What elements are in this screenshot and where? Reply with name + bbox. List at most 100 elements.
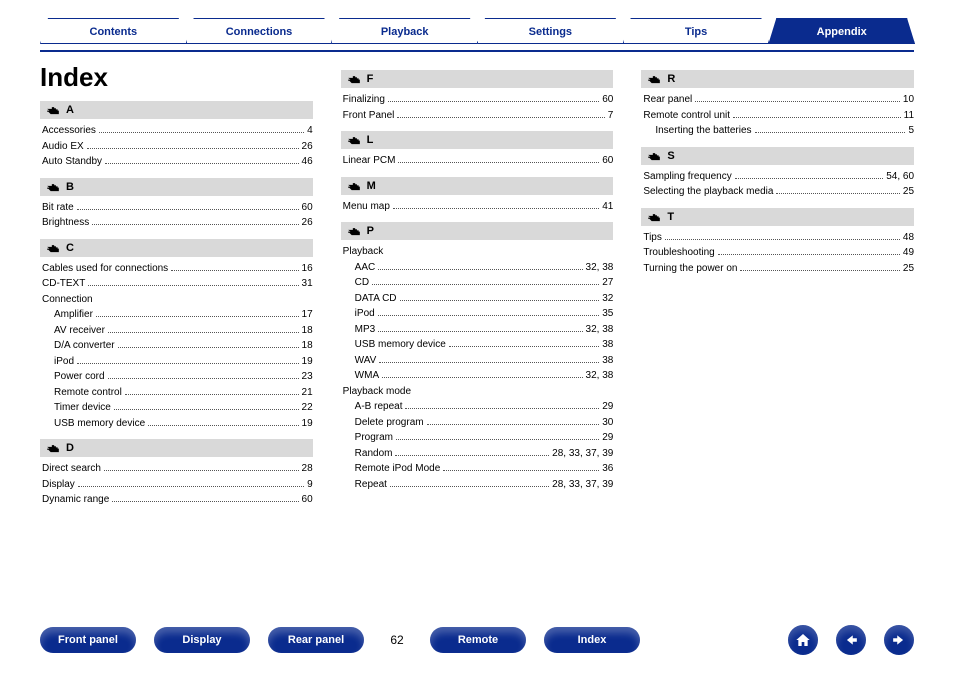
section-letter: M [367,180,376,192]
index-entry-page: 26 [302,139,313,155]
tab-settings[interactable]: Settings [477,18,624,44]
index-entry[interactable]: Cables used for connections16 [40,261,313,277]
leader-dots [378,269,582,270]
section-letter: C [66,242,74,254]
index-entry[interactable]: Remote control unit11 [641,108,914,124]
index-entry[interactable]: Turning the power on25 [641,261,914,277]
index-entry[interactable]: Bit rate60 [40,200,313,216]
index-entry[interactable]: Remote iPod Mode36 [341,461,614,477]
tab-playback[interactable]: Playback [331,18,478,44]
tab-appendix[interactable]: Appendix [768,18,915,44]
index-section-b: B [40,178,313,196]
index-button[interactable]: Index [544,627,640,653]
index-entry[interactable]: Dynamic range60 [40,492,313,508]
front-panel-button[interactable]: Front panel [40,627,136,653]
index-entry[interactable]: CD27 [341,275,614,291]
pointer-icon [46,242,60,254]
index-entry[interactable]: WMA 32, 38 [341,368,614,384]
index-entry[interactable]: AAC32, 38 [341,260,614,276]
arrow-right-icon [892,633,906,647]
rear-panel-button[interactable]: Rear panel [268,627,364,653]
index-entry-page: 23 [302,369,313,385]
leader-dots [379,362,599,363]
index-entry[interactable]: Timer device22 [40,400,313,416]
index-entry[interactable]: Program29 [341,430,614,446]
index-entry[interactable]: Remote control21 [40,385,313,401]
index-entry[interactable]: Delete program30 [341,415,614,431]
leader-dots [372,284,599,285]
index-entry[interactable]: Repeat28, 33, 37, 39 [341,477,614,493]
index-entry-label: Auto Standby [42,154,102,170]
index-entry[interactable]: CD-TEXT31 [40,276,313,292]
section-letter: F [367,73,374,85]
index-entry-label: Amplifier [54,307,93,323]
index-entry[interactable]: Troubleshooting49 [641,245,914,261]
index-entry-label: USB memory device [54,416,145,432]
index-entry-page: 19 [302,354,313,370]
index-entry[interactable]: Rear panel10 [641,92,914,108]
index-entry-label: Remote control [54,385,122,401]
index-entry-label: USB memory device [355,337,446,353]
index-entry[interactable]: Auto Standby46 [40,154,313,170]
index-entry[interactable]: AV receiver18 [40,323,313,339]
index-entry[interactable]: Audio EX26 [40,139,313,155]
index-entry[interactable]: Selecting the playback media25 [641,184,914,200]
section-letter: D [66,442,74,454]
index-entry[interactable]: iPod19 [40,354,313,370]
index-section-d: D [40,439,313,457]
index-entry[interactable]: DATA CD32 [341,291,614,307]
index-entry-page: 18 [302,338,313,354]
index-entry[interactable]: Linear PCM60 [341,153,614,169]
index-entry[interactable]: Accessories4 [40,123,313,139]
index-section-l: L [341,131,614,149]
index-entry-label: WMA [355,368,379,384]
display-button[interactable]: Display [154,627,250,653]
index-entry[interactable]: Sampling frequency54, 60 [641,169,914,185]
index-entry[interactable]: Brightness26 [40,215,313,231]
index-entry-label: Cables used for connections [42,261,168,277]
index-entry[interactable]: Inserting the batteries5 [641,123,914,139]
index-entry[interactable]: Amplifier17 [40,307,313,323]
index-entry[interactable]: Finalizing60 [341,92,614,108]
index-entry-page: 48 [903,230,914,246]
tab-connections[interactable]: Connections [186,18,333,44]
index-entry-label: A-B repeat [355,399,403,415]
tab-tips[interactable]: Tips [623,18,770,44]
index-entry-label: Remote iPod Mode [355,461,441,477]
index-entry[interactable]: Direct search28 [40,461,313,477]
leader-dots [92,224,298,225]
section-letter: S [667,150,674,162]
index-entry[interactable]: D/A converter 18 [40,338,313,354]
pointer-icon [347,73,361,85]
index-entry[interactable]: USB memory device19 [40,416,313,432]
leader-dots [382,377,582,378]
index-entry[interactable]: Power cord23 [40,369,313,385]
index-entry[interactable]: Menu map41 [341,199,614,215]
index-entry[interactable]: MP332, 38 [341,322,614,338]
index-entry-label: D/A converter [54,338,115,354]
index-entry-page: 32, 38 [586,260,614,276]
index-section-p: P [341,222,614,240]
home-button[interactable] [788,625,818,655]
index-entry[interactable]: A-B repeat29 [341,399,614,415]
leader-dots [87,148,299,149]
index-entry[interactable]: Tips48 [641,230,914,246]
index-entry[interactable]: iPod35 [341,306,614,322]
index-entry[interactable]: Front Panel7 [341,108,614,124]
leader-dots [396,439,599,440]
remote-button[interactable]: Remote [430,627,526,653]
index-entry[interactable]: Display9 [40,477,313,493]
index-entry[interactable]: USB memory device38 [341,337,614,353]
leader-dots [108,378,299,379]
index-entry-page: 32, 38 [586,368,614,384]
index-entry-label: Linear PCM [343,153,396,169]
index-entry[interactable]: WAV38 [341,353,614,369]
leader-dots [393,208,599,209]
index-entry-page: 28, 33, 37, 39 [552,477,613,493]
index-entry-page: 5 [908,123,914,139]
tab-contents[interactable]: Contents [40,18,187,44]
index-entry-page: 9 [307,477,313,493]
forward-button[interactable] [884,625,914,655]
index-entry[interactable]: Random28, 33, 37, 39 [341,446,614,462]
back-button[interactable] [836,625,866,655]
